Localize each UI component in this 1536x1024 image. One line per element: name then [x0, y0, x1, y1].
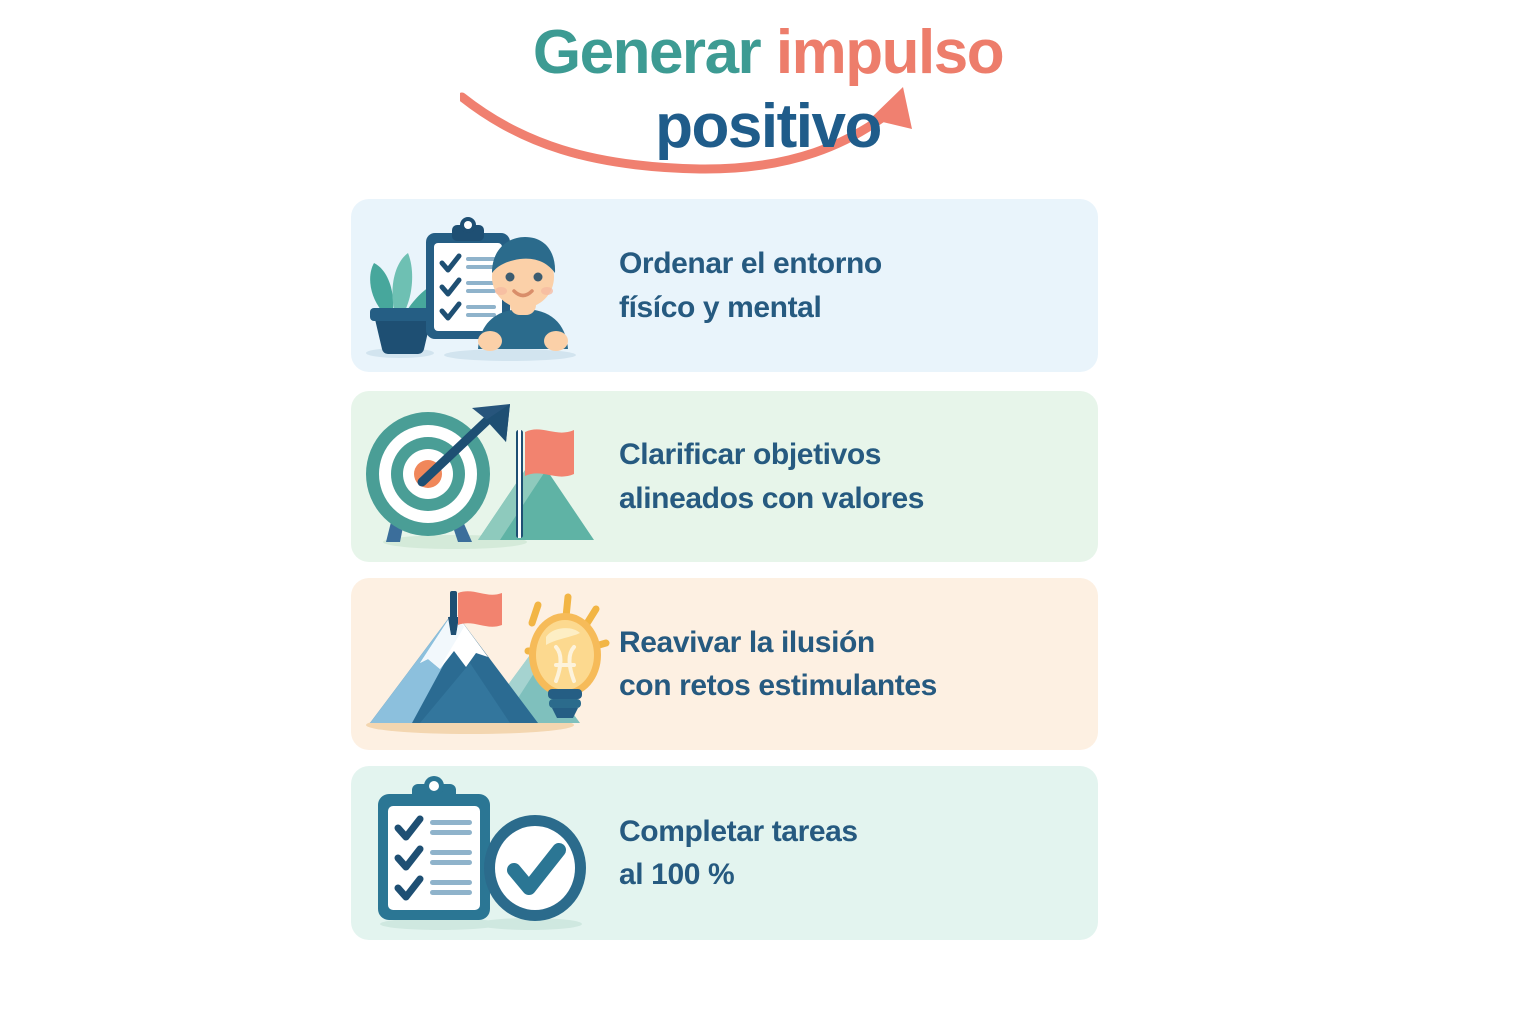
flag-icon: [516, 428, 574, 538]
title-block: Generar impulso positivo: [0, 0, 1536, 190]
check-circle-icon: [484, 814, 586, 921]
card-text: Reavivar la ilusión con retos estimulant…: [619, 621, 1098, 708]
arrow-icon: [417, 403, 510, 486]
title-word-positivo: positivo: [655, 92, 882, 161]
lightbulb-icon: [524, 593, 610, 718]
card-line-1: Ordenar el entorno: [619, 247, 882, 280]
card-clarificar-objetivos[interactable]: Clarificar objetivos alineados con valor…: [351, 391, 1098, 562]
card-line-2: alineados con valores: [619, 481, 925, 515]
card-completar-tareas[interactable]: Completar tareas al 100 %: [351, 766, 1098, 940]
mountain-icon: [478, 453, 594, 540]
card-text: Ordenar el entorno físíco y mental: [619, 242, 1098, 329]
target-arrow-flag-icon: [351, 391, 619, 562]
card-line-2: físíco y mental: [619, 290, 822, 324]
mountain-lightbulb-icon: [351, 578, 619, 750]
card-text: Completar tareas al 100 %: [619, 810, 1098, 897]
card-reavivar-ilusion[interactable]: Reavivar la ilusión con retos estimulant…: [351, 578, 1098, 750]
clipboard-checklist-icon: [378, 775, 490, 920]
clipboard-checklist-icon: [426, 216, 510, 339]
card-line-1: Reavivar la ilusión: [619, 625, 875, 659]
meditating-person-icon: [478, 236, 568, 351]
card-line-2: al 100 %: [619, 858, 735, 891]
card-line-2: con retos estimulantes: [619, 669, 937, 702]
title-line-primary: Generar impulso: [0, 22, 1536, 84]
card-text: Clarificar objetivos alineados con valor…: [619, 433, 1098, 520]
snow-mountain-icon: [370, 611, 538, 723]
flag-icon: [448, 591, 502, 635]
plant-clipboard-person-icon: [351, 199, 619, 372]
title-word-generar: Generar: [532, 18, 762, 87]
card-line-1: Clarificar objetivos: [619, 438, 882, 471]
title-line-secondary: positivo: [0, 96, 1536, 158]
clipboard-check-badge-icon: [351, 766, 619, 940]
title-word-impulso: impulso: [775, 18, 1005, 87]
card-ordenar-entorno[interactable]: Ordenar el entorno físíco y mental: [351, 199, 1098, 372]
card-line-1: Completar tareas: [619, 814, 858, 848]
